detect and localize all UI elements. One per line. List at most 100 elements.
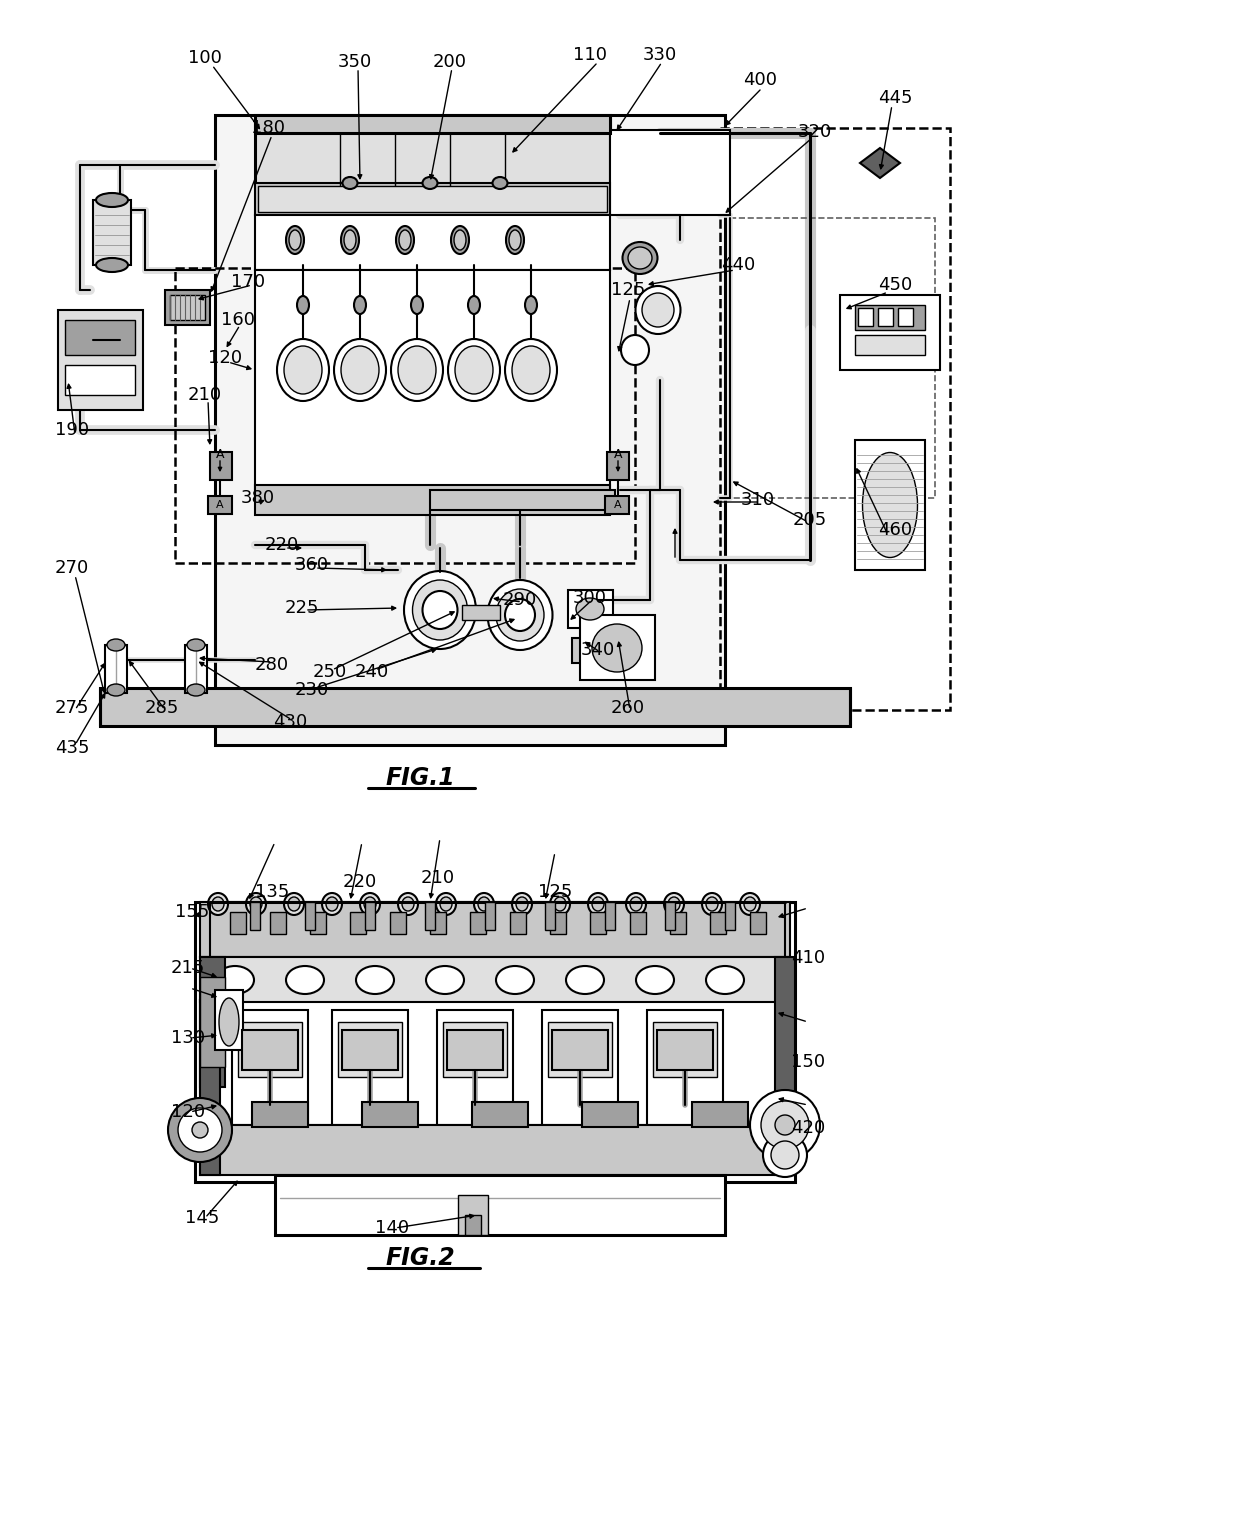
Ellipse shape: [863, 452, 918, 558]
Bar: [255, 486, 610, 515]
Polygon shape: [861, 148, 900, 178]
Text: 285: 285: [145, 699, 180, 716]
Bar: [255, 271, 610, 500]
Text: 130: 130: [171, 1028, 205, 1047]
Circle shape: [763, 1133, 807, 1177]
Ellipse shape: [642, 294, 675, 327]
Text: 125: 125: [611, 281, 645, 300]
Text: 110: 110: [573, 46, 608, 65]
Text: 160: 160: [221, 310, 255, 329]
Bar: [165, 290, 210, 324]
Text: 120: 120: [171, 1104, 205, 1120]
Ellipse shape: [288, 898, 300, 911]
Text: 200: 200: [433, 52, 467, 71]
Ellipse shape: [512, 893, 532, 915]
Bar: [446, 1030, 503, 1070]
Text: A: A: [216, 500, 223, 510]
Text: 440: 440: [720, 257, 755, 274]
Bar: [458, 1194, 489, 1236]
Text: 450: 450: [878, 277, 913, 294]
Text: 460: 460: [878, 521, 913, 539]
Text: 150: 150: [791, 1053, 825, 1071]
Bar: [200, 1001, 219, 1174]
Ellipse shape: [286, 965, 324, 994]
Bar: [238, 1022, 303, 1077]
Ellipse shape: [440, 898, 453, 911]
Bar: [255, 115, 610, 134]
Text: FIG.1: FIG.1: [386, 765, 455, 790]
Ellipse shape: [554, 898, 565, 911]
Ellipse shape: [622, 241, 657, 274]
Ellipse shape: [496, 589, 544, 641]
Ellipse shape: [356, 965, 394, 994]
Bar: [720, 128, 950, 710]
Text: 220: 220: [343, 873, 377, 891]
Bar: [898, 307, 913, 326]
Ellipse shape: [630, 898, 642, 911]
Bar: [839, 295, 940, 370]
Bar: [208, 496, 232, 513]
Bar: [878, 307, 893, 326]
Circle shape: [761, 1100, 808, 1150]
Bar: [64, 364, 135, 395]
Ellipse shape: [740, 893, 760, 915]
Ellipse shape: [474, 893, 494, 915]
Ellipse shape: [107, 684, 125, 696]
Ellipse shape: [588, 893, 608, 915]
Ellipse shape: [343, 231, 356, 251]
Text: 210: 210: [188, 386, 222, 404]
Bar: [750, 911, 766, 934]
Bar: [305, 902, 315, 930]
Ellipse shape: [505, 340, 557, 401]
Ellipse shape: [516, 898, 528, 911]
Text: 400: 400: [743, 71, 777, 89]
Text: 120: 120: [208, 349, 242, 367]
Bar: [342, 1030, 398, 1070]
Text: 220: 220: [265, 536, 299, 553]
Ellipse shape: [455, 346, 494, 393]
Ellipse shape: [626, 893, 646, 915]
Bar: [443, 1022, 507, 1077]
Bar: [255, 118, 610, 186]
Ellipse shape: [551, 893, 570, 915]
Ellipse shape: [577, 598, 604, 619]
Text: 300: 300: [573, 589, 608, 607]
Bar: [856, 335, 925, 355]
Ellipse shape: [410, 297, 423, 314]
Ellipse shape: [298, 297, 309, 314]
Bar: [610, 131, 730, 215]
Text: 100: 100: [188, 49, 222, 68]
Bar: [463, 606, 500, 619]
Bar: [200, 902, 790, 958]
Ellipse shape: [636, 965, 675, 994]
Bar: [100, 689, 849, 725]
Bar: [275, 1174, 725, 1236]
Ellipse shape: [208, 893, 228, 915]
Text: 210: 210: [420, 868, 455, 887]
Ellipse shape: [95, 194, 128, 207]
Bar: [339, 1022, 402, 1077]
Text: 240: 240: [355, 662, 389, 681]
Text: 280: 280: [255, 656, 289, 675]
Bar: [430, 911, 446, 934]
Ellipse shape: [706, 965, 744, 994]
Ellipse shape: [413, 579, 467, 639]
Bar: [582, 1102, 639, 1127]
Bar: [425, 902, 435, 930]
Bar: [590, 911, 606, 934]
Bar: [391, 911, 405, 934]
Bar: [430, 490, 615, 510]
Bar: [232, 1010, 308, 1125]
Ellipse shape: [341, 226, 360, 254]
Ellipse shape: [277, 340, 329, 401]
Ellipse shape: [398, 346, 436, 393]
Text: 250: 250: [312, 662, 347, 681]
Circle shape: [179, 1108, 222, 1153]
Ellipse shape: [396, 226, 414, 254]
Bar: [647, 1010, 723, 1125]
Bar: [605, 496, 629, 513]
Bar: [856, 440, 925, 570]
Ellipse shape: [525, 297, 537, 314]
Ellipse shape: [454, 231, 466, 251]
Ellipse shape: [508, 231, 521, 251]
